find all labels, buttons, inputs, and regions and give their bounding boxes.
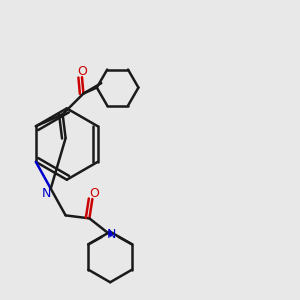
Text: N: N [42,188,51,200]
Text: O: O [77,65,87,78]
Text: O: O [89,187,99,200]
Text: N: N [107,228,116,241]
